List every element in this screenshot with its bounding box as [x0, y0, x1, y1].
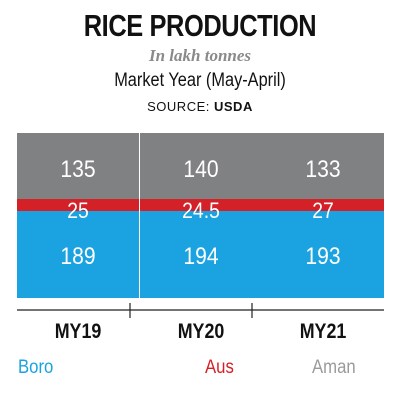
bar-boro-my21: [262, 211, 384, 298]
data-label-aman-my20: 140: [183, 156, 218, 183]
bar-group-my19: 189 25 135: [17, 133, 139, 298]
data-label-aman-my19: 135: [60, 156, 95, 183]
bar-boro-my19: [17, 211, 139, 298]
bar-aman-my21: [262, 133, 384, 199]
tick-label-my21: MY21: [300, 320, 347, 344]
legend-item-aus: Aus: [205, 357, 234, 378]
data-label-aus-my21: 27: [312, 199, 334, 223]
legend-item-aman: Aman: [312, 357, 356, 378]
bar-boro-my20: [140, 211, 262, 298]
legend-item-boro: Boro: [18, 357, 54, 378]
data-label-boro-my19: 189: [60, 243, 95, 270]
bar-group-my21: 193 27 133: [262, 133, 384, 298]
data-label-boro-my21: 193: [305, 243, 340, 270]
chart-caption: Market Year (May-April): [114, 70, 286, 91]
bar-aus-my21: [262, 199, 384, 211]
chart-title: RICE PRODUCTION: [83, 8, 317, 43]
data-label-aus-my20: 24.5: [182, 199, 220, 223]
data-label-aman-my21: 133: [305, 156, 340, 183]
data-label-aus-my19: 25: [67, 199, 89, 223]
bar-aman-my20: [140, 133, 262, 199]
tick-label-my19: MY19: [55, 320, 102, 344]
source-label: SOURCE:: [147, 99, 210, 114]
tick-label-my20: MY20: [178, 320, 225, 344]
bar-group-my20: 194 24.5 140: [140, 133, 262, 298]
bar-aus-my20: [140, 199, 262, 211]
data-label-boro-my20: 194: [183, 243, 218, 270]
bar-aman-my19: [17, 133, 139, 199]
bar-aus-my19: [17, 199, 139, 211]
chart-source: SOURCE: USDA: [0, 99, 400, 114]
chart-subtitle: In lakh tonnes: [148, 46, 252, 65]
source-name: USDA: [214, 99, 253, 114]
